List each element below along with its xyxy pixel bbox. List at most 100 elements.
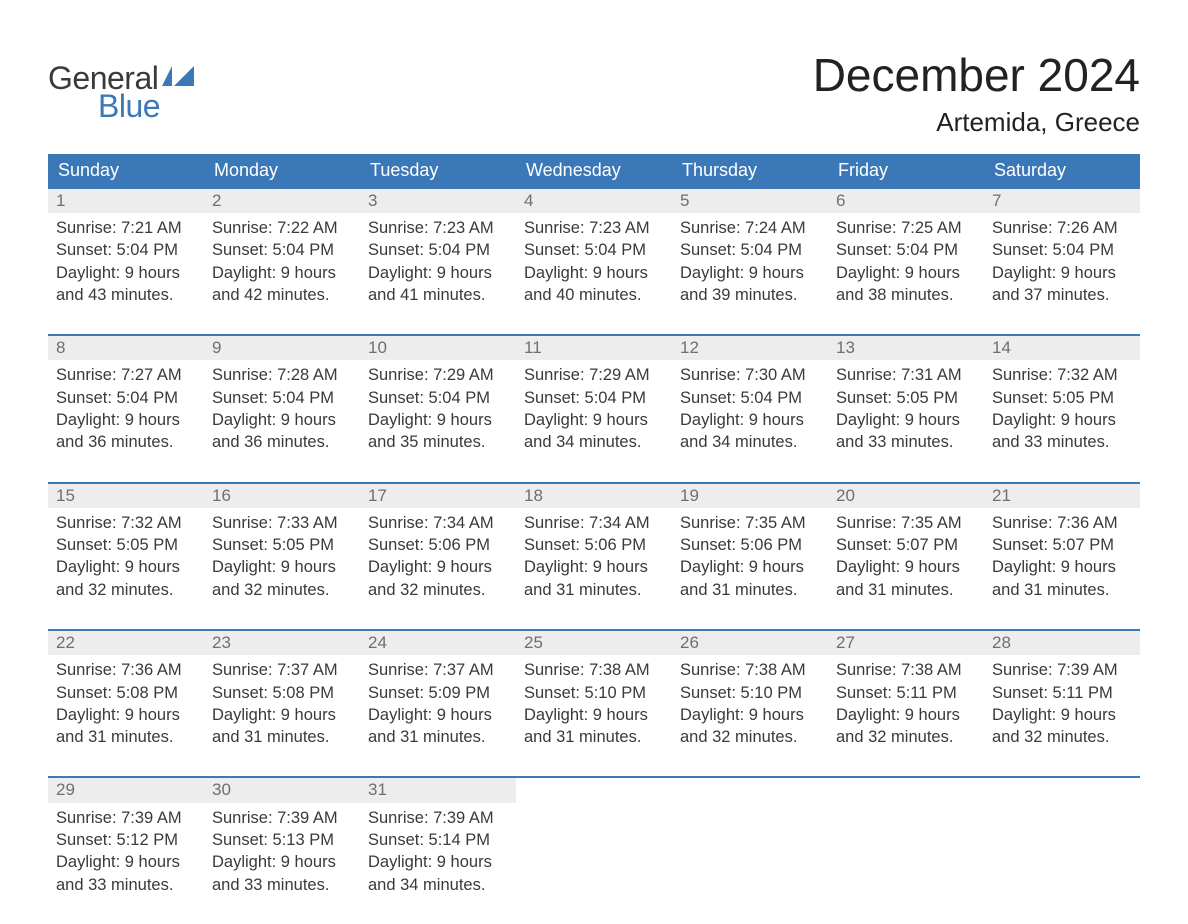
day-body: Sunrise: 7:39 AMSunset: 5:11 PMDaylight:… bbox=[984, 655, 1140, 776]
weekday-header: Saturday bbox=[984, 154, 1140, 188]
day-number: 10 bbox=[360, 336, 516, 360]
calendar-week-row: 22Sunrise: 7:36 AMSunset: 5:08 PMDayligh… bbox=[48, 630, 1140, 777]
day-sunset: Sunset: 5:13 PM bbox=[212, 829, 352, 851]
calendar-day-cell: 18Sunrise: 7:34 AMSunset: 5:06 PMDayligh… bbox=[516, 483, 672, 630]
weekday-header: Friday bbox=[828, 154, 984, 188]
day-number: 26 bbox=[672, 631, 828, 655]
brand-word2: Blue bbox=[98, 88, 160, 125]
calendar-day-cell: 1Sunrise: 7:21 AMSunset: 5:04 PMDaylight… bbox=[48, 188, 204, 335]
day-day1: Daylight: 9 hours bbox=[992, 409, 1132, 431]
day-sunset: Sunset: 5:04 PM bbox=[212, 239, 352, 261]
day-body: Sunrise: 7:23 AMSunset: 5:04 PMDaylight:… bbox=[360, 213, 516, 334]
day-day1: Daylight: 9 hours bbox=[836, 262, 976, 284]
day-body: Sunrise: 7:34 AMSunset: 5:06 PMDaylight:… bbox=[516, 508, 672, 629]
day-sunset: Sunset: 5:04 PM bbox=[524, 239, 664, 261]
title-block: December 2024 Artemida, Greece bbox=[813, 50, 1140, 138]
day-day2: and 31 minutes. bbox=[524, 579, 664, 601]
day-day1: Daylight: 9 hours bbox=[212, 851, 352, 873]
day-body: Sunrise: 7:28 AMSunset: 5:04 PMDaylight:… bbox=[204, 360, 360, 481]
day-day1: Daylight: 9 hours bbox=[524, 262, 664, 284]
day-sunrise: Sunrise: 7:39 AM bbox=[212, 807, 352, 829]
day-number: 31 bbox=[360, 778, 516, 802]
weekday-header: Wednesday bbox=[516, 154, 672, 188]
day-body: Sunrise: 7:27 AMSunset: 5:04 PMDaylight:… bbox=[48, 360, 204, 481]
calendar-week-row: 15Sunrise: 7:32 AMSunset: 5:05 PMDayligh… bbox=[48, 483, 1140, 630]
day-sunset: Sunset: 5:10 PM bbox=[524, 682, 664, 704]
day-number: 3 bbox=[360, 189, 516, 213]
calendar-day-cell: 17Sunrise: 7:34 AMSunset: 5:06 PMDayligh… bbox=[360, 483, 516, 630]
day-body: Sunrise: 7:31 AMSunset: 5:05 PMDaylight:… bbox=[828, 360, 984, 481]
day-number: 4 bbox=[516, 189, 672, 213]
day-day2: and 31 minutes. bbox=[836, 579, 976, 601]
day-sunrise: Sunrise: 7:36 AM bbox=[56, 659, 196, 681]
day-body: Sunrise: 7:32 AMSunset: 5:05 PMDaylight:… bbox=[984, 360, 1140, 481]
day-number: 29 bbox=[48, 778, 204, 802]
day-day2: and 32 minutes. bbox=[368, 579, 508, 601]
day-sunset: Sunset: 5:05 PM bbox=[212, 534, 352, 556]
day-body: Sunrise: 7:37 AMSunset: 5:08 PMDaylight:… bbox=[204, 655, 360, 776]
day-sunset: Sunset: 5:11 PM bbox=[836, 682, 976, 704]
day-sunset: Sunset: 5:05 PM bbox=[992, 387, 1132, 409]
day-number-empty bbox=[984, 778, 1140, 802]
day-sunrise: Sunrise: 7:30 AM bbox=[680, 364, 820, 386]
day-day2: and 34 minutes. bbox=[680, 431, 820, 453]
calendar-body: 1Sunrise: 7:21 AMSunset: 5:04 PMDaylight… bbox=[48, 188, 1140, 924]
calendar-day-cell: 15Sunrise: 7:32 AMSunset: 5:05 PMDayligh… bbox=[48, 483, 204, 630]
day-sunset: Sunset: 5:04 PM bbox=[524, 387, 664, 409]
day-sunset: Sunset: 5:06 PM bbox=[524, 534, 664, 556]
calendar-day-cell: 21Sunrise: 7:36 AMSunset: 5:07 PMDayligh… bbox=[984, 483, 1140, 630]
day-day2: and 31 minutes. bbox=[680, 579, 820, 601]
day-number: 21 bbox=[984, 484, 1140, 508]
weekday-header: Tuesday bbox=[360, 154, 516, 188]
day-sunrise: Sunrise: 7:22 AM bbox=[212, 217, 352, 239]
day-sunrise: Sunrise: 7:36 AM bbox=[992, 512, 1132, 534]
day-sunset: Sunset: 5:04 PM bbox=[836, 239, 976, 261]
day-number-empty bbox=[828, 778, 984, 802]
day-day1: Daylight: 9 hours bbox=[368, 704, 508, 726]
day-sunrise: Sunrise: 7:28 AM bbox=[212, 364, 352, 386]
day-sunset: Sunset: 5:05 PM bbox=[836, 387, 976, 409]
day-sunrise: Sunrise: 7:34 AM bbox=[524, 512, 664, 534]
calendar-day-cell: 4Sunrise: 7:23 AMSunset: 5:04 PMDaylight… bbox=[516, 188, 672, 335]
day-day2: and 32 minutes. bbox=[992, 726, 1132, 748]
day-day2: and 31 minutes. bbox=[368, 726, 508, 748]
day-body: Sunrise: 7:22 AMSunset: 5:04 PMDaylight:… bbox=[204, 213, 360, 334]
day-sunset: Sunset: 5:09 PM bbox=[368, 682, 508, 704]
day-sunset: Sunset: 5:04 PM bbox=[56, 387, 196, 409]
day-day1: Daylight: 9 hours bbox=[212, 409, 352, 431]
calendar-week-row: 29Sunrise: 7:39 AMSunset: 5:12 PMDayligh… bbox=[48, 777, 1140, 923]
day-sunset: Sunset: 5:07 PM bbox=[992, 534, 1132, 556]
location: Artemida, Greece bbox=[813, 107, 1140, 138]
calendar-day-cell: 9Sunrise: 7:28 AMSunset: 5:04 PMDaylight… bbox=[204, 335, 360, 482]
day-day1: Daylight: 9 hours bbox=[992, 262, 1132, 284]
day-body: Sunrise: 7:23 AMSunset: 5:04 PMDaylight:… bbox=[516, 213, 672, 334]
day-body: Sunrise: 7:37 AMSunset: 5:09 PMDaylight:… bbox=[360, 655, 516, 776]
day-number: 16 bbox=[204, 484, 360, 508]
day-sunrise: Sunrise: 7:26 AM bbox=[992, 217, 1132, 239]
day-sunrise: Sunrise: 7:39 AM bbox=[56, 807, 196, 829]
weekday-header: Thursday bbox=[672, 154, 828, 188]
calendar-day-cell: 20Sunrise: 7:35 AMSunset: 5:07 PMDayligh… bbox=[828, 483, 984, 630]
day-sunrise: Sunrise: 7:37 AM bbox=[368, 659, 508, 681]
calendar-week-row: 8Sunrise: 7:27 AMSunset: 5:04 PMDaylight… bbox=[48, 335, 1140, 482]
calendar-day-cell: 16Sunrise: 7:33 AMSunset: 5:05 PMDayligh… bbox=[204, 483, 360, 630]
day-number: 17 bbox=[360, 484, 516, 508]
day-day1: Daylight: 9 hours bbox=[680, 262, 820, 284]
day-sunset: Sunset: 5:11 PM bbox=[992, 682, 1132, 704]
day-day1: Daylight: 9 hours bbox=[368, 851, 508, 873]
day-day2: and 42 minutes. bbox=[212, 284, 352, 306]
day-number: 30 bbox=[204, 778, 360, 802]
calendar-table: Sunday Monday Tuesday Wednesday Thursday… bbox=[48, 154, 1140, 924]
weekday-header: Sunday bbox=[48, 154, 204, 188]
day-body: Sunrise: 7:24 AMSunset: 5:04 PMDaylight:… bbox=[672, 213, 828, 334]
day-number: 9 bbox=[204, 336, 360, 360]
day-body: Sunrise: 7:29 AMSunset: 5:04 PMDaylight:… bbox=[360, 360, 516, 481]
day-day2: and 32 minutes. bbox=[56, 579, 196, 601]
day-sunset: Sunset: 5:10 PM bbox=[680, 682, 820, 704]
day-sunrise: Sunrise: 7:31 AM bbox=[836, 364, 976, 386]
day-number-empty bbox=[672, 778, 828, 802]
day-sunrise: Sunrise: 7:29 AM bbox=[368, 364, 508, 386]
day-day2: and 36 minutes. bbox=[56, 431, 196, 453]
calendar-day-cell: 2Sunrise: 7:22 AMSunset: 5:04 PMDaylight… bbox=[204, 188, 360, 335]
calendar-day-cell: 8Sunrise: 7:27 AMSunset: 5:04 PMDaylight… bbox=[48, 335, 204, 482]
